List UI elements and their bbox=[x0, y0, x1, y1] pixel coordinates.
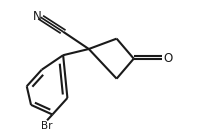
Text: N: N bbox=[33, 10, 41, 23]
Text: O: O bbox=[164, 52, 173, 65]
Text: Br: Br bbox=[41, 121, 53, 131]
